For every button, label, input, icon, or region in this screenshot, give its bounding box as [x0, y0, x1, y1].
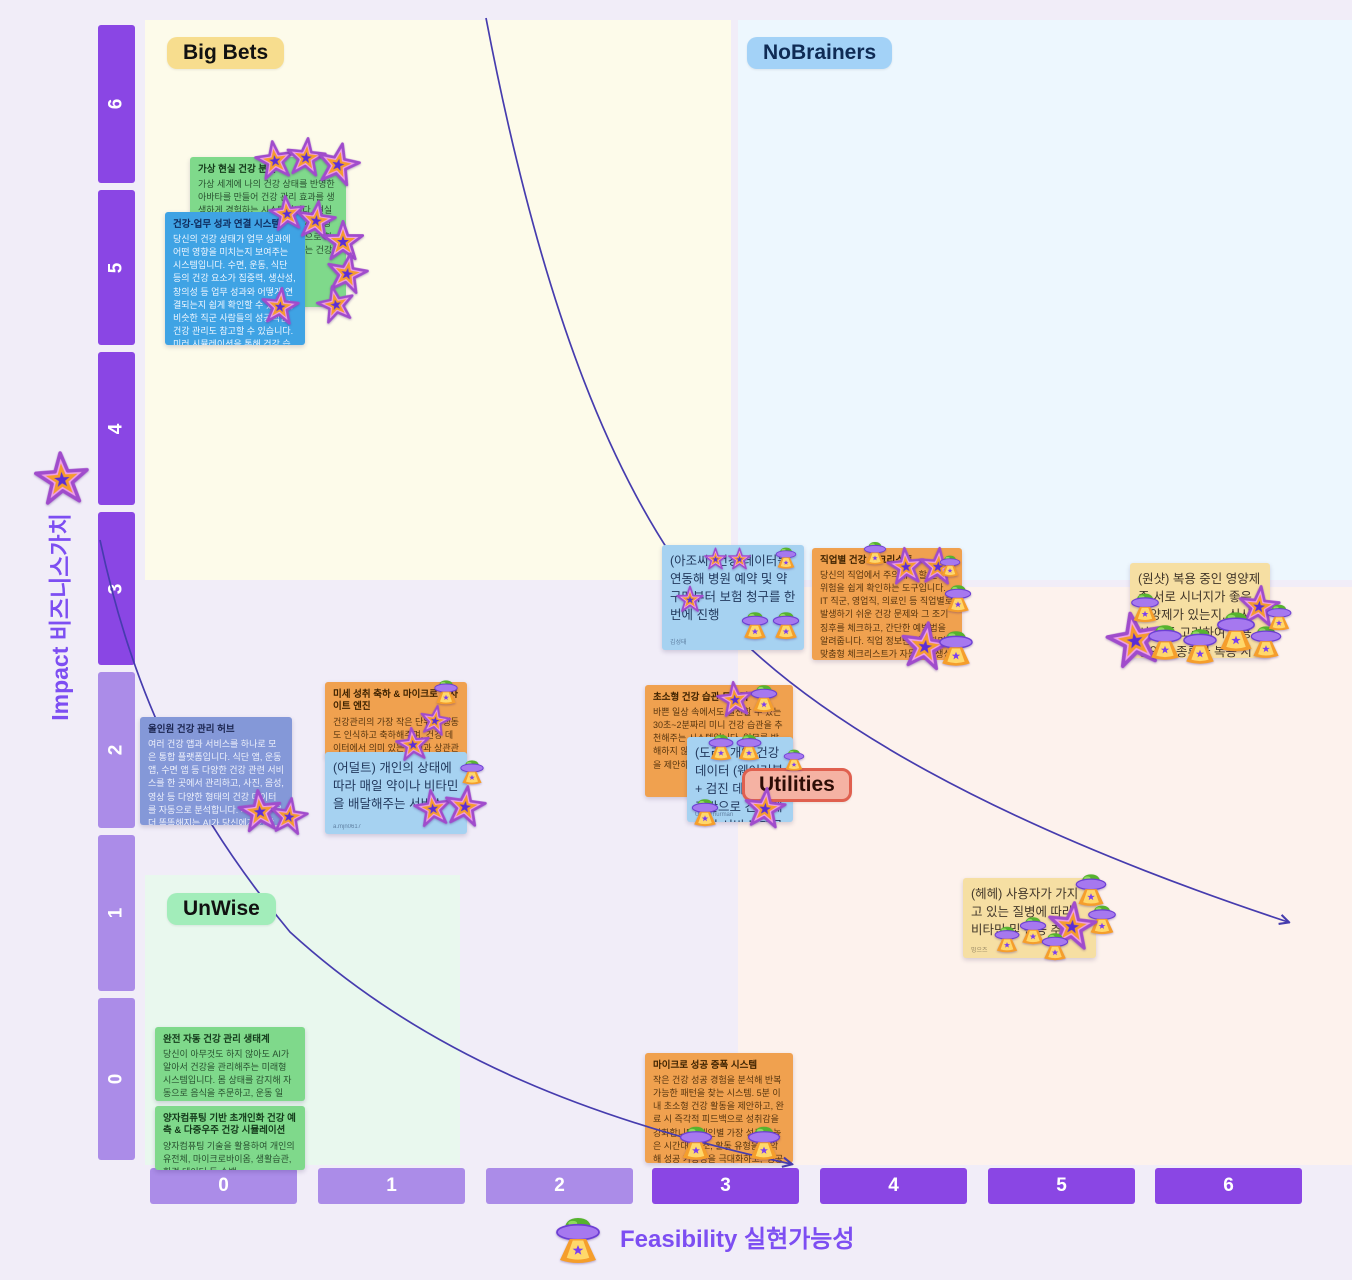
label-big-bets[interactable]: Big Bets [167, 37, 285, 69]
star-sticker[interactable] [320, 247, 373, 300]
ufo-sticker[interactable] [742, 1118, 786, 1162]
ufo-sticker[interactable] [936, 550, 964, 578]
quadrant-utilities [738, 587, 1352, 1165]
note-body: 당신의 건강 상태가 업무 성과에 어떤 영향을 미치는지 보여주는 시스템입니… [173, 234, 296, 345]
y-axis-title: Impact 비즈니스가치 [47, 513, 73, 721]
ufo-sticker[interactable] [933, 622, 979, 668]
ufo-sticker[interactable] [860, 536, 890, 566]
ufo-sticker[interactable] [772, 542, 800, 570]
ufo-sticker[interactable] [456, 754, 488, 786]
note-title: (원샷) [1138, 572, 1170, 586]
label-nobrainers[interactable]: NoBrainers [747, 37, 893, 69]
quadrant-nobrainers [738, 20, 1352, 580]
ufo-sticker[interactable] [732, 728, 766, 762]
x-tick-6: 6 [1155, 1168, 1302, 1204]
ufo-sticker[interactable] [940, 578, 976, 614]
ufo-sticker[interactable] [1015, 910, 1051, 946]
x-tick-0: 0 [150, 1168, 297, 1204]
star-sticker[interactable] [310, 137, 367, 194]
x-axis-title-group: Feasibility 실현가능성 [548, 1206, 854, 1266]
note-title: (헤헤) [971, 887, 1003, 901]
note-body: 양자컴퓨팅 기술을 활용하여 개인의 유전체, 마이크로바이옴, 생활습관, 환… [163, 1140, 295, 1170]
star-sticker[interactable] [439, 781, 491, 833]
note-title: 건강-업무 성과 연결 시스템 [173, 219, 281, 230]
x-axis-title: Feasibility 실현가능성 [620, 1225, 855, 1253]
star-sticker[interactable] [320, 219, 366, 265]
feasibility-ufo-icon [548, 1206, 608, 1266]
impact-star-icon [30, 448, 94, 512]
y-tick-2: 2 [98, 672, 135, 828]
ufo-sticker[interactable] [746, 678, 782, 714]
note-author: a.mjn0617 [333, 824, 362, 830]
star-sticker[interactable] [727, 547, 752, 572]
ufo-sticker[interactable] [674, 1118, 718, 1162]
ufo-sticker[interactable] [430, 674, 462, 706]
ufo-sticker[interactable] [768, 605, 804, 641]
ufo-sticker[interactable] [687, 792, 723, 828]
star-sticker[interactable] [311, 280, 361, 330]
note-title: 가상 현실 건강 분신 [198, 164, 276, 175]
y-tick-6: 6 [98, 25, 135, 183]
x-tick-5: 5 [988, 1168, 1135, 1204]
star-sticker[interactable] [392, 724, 434, 766]
star-sticker[interactable] [703, 547, 728, 572]
star-sticker[interactable] [675, 585, 705, 615]
star-sticker[interactable] [265, 192, 309, 236]
y-tick-0: 0 [98, 998, 135, 1160]
ufo-sticker[interactable] [780, 744, 808, 772]
note-title: 양자컴퓨팅 기반 초개인화 건강 예측 & 다중우주 건강 시뮬레이션 [163, 1113, 296, 1137]
star-sticker[interactable] [291, 196, 341, 246]
note-title: (어덜트) [333, 761, 376, 775]
note-author: 밍으즈 [971, 948, 988, 954]
ufo-sticker[interactable] [1262, 598, 1296, 632]
label-unwise[interactable]: UnWise [167, 893, 276, 925]
y-tick-4: 4 [98, 352, 135, 505]
star-sticker[interactable] [250, 136, 300, 186]
x-tick-1: 1 [318, 1168, 465, 1204]
ufo-sticker[interactable] [1037, 926, 1073, 962]
y-tick-3: 3 [98, 512, 135, 665]
note-title: 올인원 건강 관리 허브 [148, 724, 235, 735]
note-body: 당신이 아무것도 하지 않아도 AI가 알아서 건강을 관리해주는 미래형 시스… [163, 1049, 292, 1099]
ufo-sticker[interactable] [990, 920, 1024, 954]
star-sticker[interactable] [265, 793, 312, 840]
note-title: 마이크로 성공 증폭 시스템 [653, 1060, 758, 1071]
x-tick-3: 3 [652, 1168, 799, 1204]
note-title: 완전 자동 건강 관리 생태계 [163, 1034, 270, 1045]
star-sticker[interactable] [740, 784, 791, 835]
x-tick-2: 2 [486, 1168, 633, 1204]
x-tick-4: 4 [820, 1168, 967, 1204]
y-tick-1: 1 [98, 835, 135, 991]
y-tick-5: 5 [98, 190, 135, 345]
note-author: 김성태 [670, 640, 687, 646]
star-sticker[interactable] [257, 284, 303, 330]
